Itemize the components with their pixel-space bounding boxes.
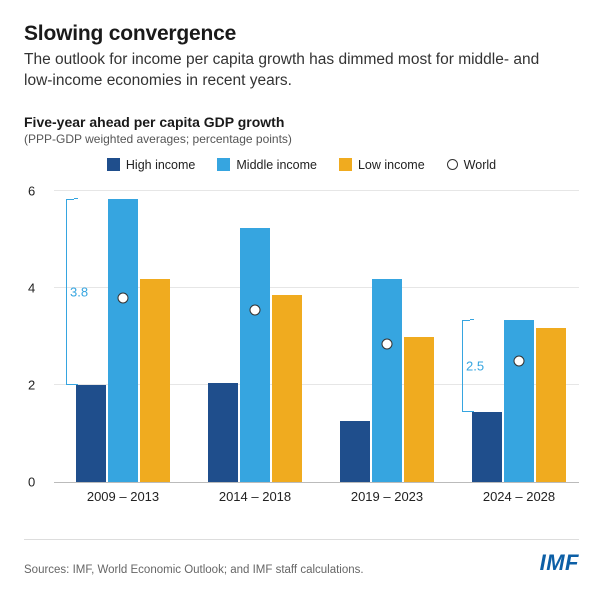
- world-marker-icon: [118, 292, 129, 303]
- y-tick-label: 4: [28, 281, 35, 296]
- legend-swatch-icon: [339, 158, 352, 171]
- legend-swatch-icon: [217, 158, 230, 171]
- legend-label: World: [464, 158, 496, 172]
- x-tick-label: 2024 – 2028: [483, 489, 555, 504]
- annotation-label: 3.8: [70, 284, 88, 299]
- legend-item-low: Low income: [339, 158, 425, 172]
- chart-area: 0 2 4 6 2009 – 2013 2014 – 2018 2019 – 2023 202…: [24, 178, 579, 513]
- imf-logo: IMF: [540, 550, 579, 576]
- legend-item-middle: Middle income: [217, 158, 317, 172]
- bar-group: [472, 320, 566, 482]
- page-subtitle: The outlook for income per capita growth…: [24, 50, 564, 92]
- bar-group: [208, 228, 302, 482]
- sources-text: Sources: IMF, World Economic Outlook; an…: [24, 564, 364, 576]
- bar: [272, 295, 302, 481]
- annotation-cap: [470, 411, 474, 412]
- y-tick-label: 2: [28, 378, 35, 393]
- annotation-label: 2.5: [466, 358, 484, 373]
- bar: [76, 385, 106, 482]
- world-marker-icon: [514, 355, 525, 366]
- x-tick-label: 2014 – 2018: [219, 489, 291, 504]
- legend-circle-icon: [447, 159, 458, 170]
- bar: [404, 337, 434, 482]
- world-marker-icon: [250, 304, 261, 315]
- legend-item-high: High income: [107, 158, 195, 172]
- chart-subtitle: (PPP-GDP weighted averages; percentage p…: [24, 132, 579, 146]
- plot-region: 02462009 – 20132014 – 20182019 – 2023202…: [54, 178, 579, 483]
- bar: [108, 199, 138, 482]
- bar: [240, 228, 270, 482]
- legend: High income Middle income Low income Wor…: [24, 158, 579, 172]
- legend-label: High income: [126, 158, 195, 172]
- legend-swatch-icon: [107, 158, 120, 171]
- annotation-cap: [74, 198, 78, 199]
- legend-label: Low income: [358, 158, 425, 172]
- annotation-cap: [74, 384, 78, 385]
- bar: [372, 279, 402, 482]
- x-tick-label: 2009 – 2013: [87, 489, 159, 504]
- legend-label: Middle income: [236, 158, 317, 172]
- page-title: Slowing convergence: [24, 22, 579, 46]
- annotation-cap: [470, 319, 474, 320]
- y-tick-label: 0: [28, 474, 35, 489]
- bar-group: [340, 279, 434, 482]
- gridline: [54, 190, 579, 191]
- bar: [504, 320, 534, 482]
- footer: Sources: IMF, World Economic Outlook; an…: [24, 539, 579, 576]
- bar: [208, 383, 238, 482]
- x-tick-label: 2019 – 2023: [351, 489, 423, 504]
- bar-group: [76, 199, 170, 482]
- bar: [536, 328, 566, 482]
- bar: [472, 412, 502, 482]
- bar: [340, 421, 370, 482]
- bar: [140, 279, 170, 481]
- legend-item-world: World: [447, 158, 496, 172]
- chart-title: Five-year ahead per capita GDP growth: [24, 114, 579, 130]
- world-marker-icon: [382, 338, 393, 349]
- y-tick-label: 6: [28, 184, 35, 199]
